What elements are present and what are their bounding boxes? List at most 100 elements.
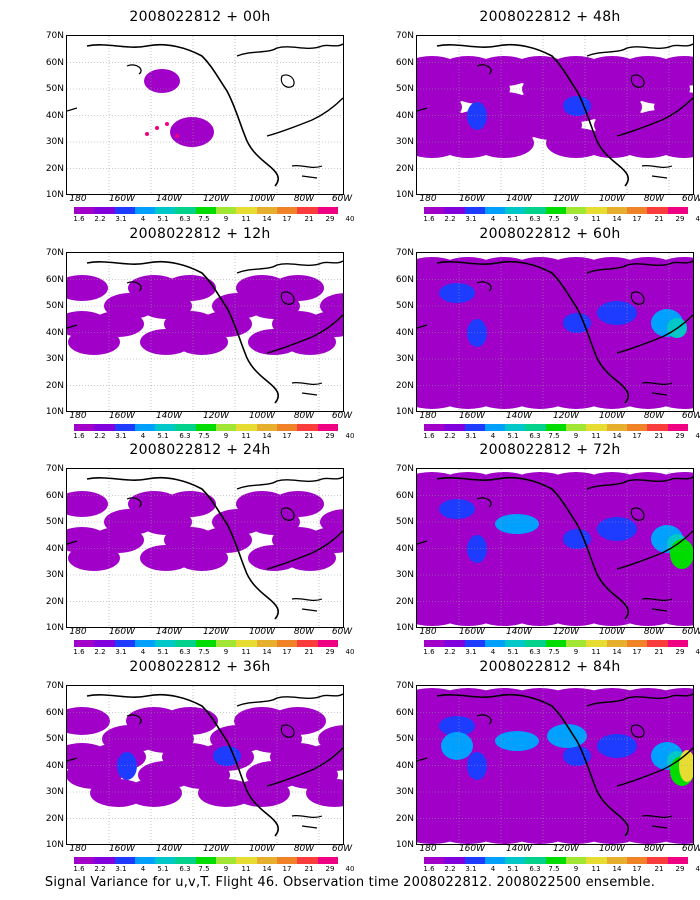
variance-shading bbox=[67, 275, 343, 355]
colorbar-swatch bbox=[464, 424, 485, 431]
colorbar-swatch bbox=[175, 640, 196, 647]
colorbar-swatch bbox=[134, 640, 156, 647]
colorbar-label: 17 bbox=[282, 432, 292, 440]
colorbar-label: 3.1 bbox=[465, 865, 477, 873]
panel-map bbox=[416, 252, 694, 412]
colorbar-label: 2.2 bbox=[94, 865, 106, 873]
colorbar-swatch bbox=[256, 424, 277, 431]
coastlines bbox=[67, 476, 343, 620]
colorbar-label: 29 bbox=[675, 215, 685, 223]
colorbar-label: 29 bbox=[675, 865, 685, 873]
y-tick-label: 30N bbox=[395, 570, 414, 580]
colorbar-label: 5.1 bbox=[507, 432, 519, 440]
colorbar-swatch bbox=[94, 424, 115, 431]
y-tick-label: 40N bbox=[395, 543, 414, 554]
colorbar-label: 6.3 bbox=[179, 215, 191, 223]
colorbar-label: 40 bbox=[695, 215, 700, 223]
colorbar-label: 29 bbox=[325, 865, 335, 873]
colorbar-swatch bbox=[216, 640, 237, 647]
x-tick-label: 160W bbox=[458, 194, 486, 204]
colorbar-label: 40 bbox=[345, 432, 355, 440]
x-tick-label: 60W bbox=[681, 844, 700, 854]
colorbar-label: 29 bbox=[675, 432, 685, 440]
x-tick-label: 140W bbox=[155, 844, 183, 854]
colorbar-label: 21 bbox=[304, 432, 314, 440]
colorbar-swatch bbox=[444, 424, 465, 431]
colorbar-swatch bbox=[606, 857, 627, 864]
colorbar-label: 3.1 bbox=[465, 432, 477, 440]
colorbar-swatch bbox=[236, 207, 257, 214]
x-tick-label: 140W bbox=[155, 194, 183, 204]
colorbar-label: 14 bbox=[262, 865, 272, 873]
colorbar bbox=[424, 424, 688, 431]
y-tick-label: 10N bbox=[395, 407, 414, 417]
y-tick-label: 10N bbox=[45, 623, 64, 633]
y-tick-label: 10N bbox=[45, 407, 64, 417]
colorbar-swatch bbox=[94, 207, 115, 214]
panel-title: 2008022812 + 24h bbox=[129, 442, 271, 458]
y-tick-label: 30N bbox=[45, 354, 64, 364]
colorbar-label: 21 bbox=[304, 648, 314, 656]
colorbar-label: 3.1 bbox=[115, 648, 127, 656]
colorbar-label: 5.1 bbox=[507, 865, 519, 873]
colorbar-swatch bbox=[114, 424, 135, 431]
coastlines bbox=[417, 43, 693, 187]
colorbar-swatch bbox=[297, 207, 318, 214]
y-tick-label: 50N bbox=[45, 301, 64, 311]
colorbar-swatch bbox=[424, 857, 445, 864]
colorbar-swatch bbox=[505, 857, 526, 864]
gridlines bbox=[417, 686, 693, 844]
variance-map-svg bbox=[417, 36, 693, 194]
panel-map bbox=[416, 468, 694, 628]
colorbar-label: 1.6 bbox=[423, 215, 435, 223]
colorbar-label: 4 bbox=[140, 648, 146, 656]
variance-map-svg bbox=[67, 36, 343, 194]
colorbar-swatch bbox=[484, 424, 506, 431]
colorbar-swatch bbox=[74, 857, 95, 864]
colorbar-swatch bbox=[606, 640, 627, 647]
x-tick-label: 60W bbox=[331, 627, 353, 637]
x-tick-label: 100W bbox=[248, 194, 276, 204]
coastlines bbox=[417, 476, 693, 620]
colorbar-swatch bbox=[114, 207, 135, 214]
panel-map bbox=[66, 468, 344, 628]
x-tick-label: 160W bbox=[458, 627, 486, 637]
colorbar-label: 14 bbox=[262, 648, 272, 656]
colorbar-label: 5.1 bbox=[507, 215, 519, 223]
colorbar-label: 21 bbox=[654, 865, 664, 873]
colorbar-label: 11 bbox=[591, 432, 601, 440]
colorbar-label: 11 bbox=[241, 648, 251, 656]
colorbar-swatch bbox=[667, 207, 688, 214]
y-tick-label: 30N bbox=[45, 137, 64, 147]
colorbar-swatch bbox=[606, 424, 627, 431]
y-tick-label: 40N bbox=[395, 327, 414, 338]
x-tick-label: 120W bbox=[202, 627, 230, 637]
colorbar-swatch bbox=[195, 207, 217, 214]
gridlines bbox=[67, 686, 343, 844]
forecast-panel: 2008022812 + 12h 70N 60N 50N 40N 30N 20N 10N 18… bbox=[30, 222, 370, 440]
colorbar-label: 7.5 bbox=[548, 865, 560, 873]
colorbar-label: 29 bbox=[325, 215, 335, 223]
x-tick-label: 180 bbox=[69, 411, 87, 421]
x-tick-label: 80W bbox=[643, 411, 665, 421]
colorbar-swatch bbox=[525, 424, 546, 431]
y-tick-label: 60N bbox=[395, 274, 414, 285]
colorbar-label: 7.5 bbox=[198, 865, 210, 873]
x-tick-label: 140W bbox=[505, 411, 533, 421]
colorbar-swatch bbox=[464, 640, 485, 647]
variance-shading bbox=[417, 688, 693, 844]
panel-map bbox=[66, 252, 344, 412]
colorbar-swatch bbox=[545, 640, 567, 647]
colorbar-label: 1.6 bbox=[73, 215, 85, 223]
colorbar-label: 11 bbox=[591, 648, 601, 656]
y-tick-label: 70N bbox=[395, 248, 414, 258]
x-tick-label: 140W bbox=[505, 844, 533, 854]
colorbar bbox=[74, 640, 338, 647]
gridlines bbox=[417, 253, 693, 411]
colorbar-swatch bbox=[566, 207, 587, 214]
x-tick-label: 120W bbox=[202, 194, 230, 204]
y-tick-label: 70N bbox=[45, 464, 64, 474]
colorbar-swatch bbox=[297, 857, 318, 864]
colorbar-swatch bbox=[317, 640, 338, 647]
colorbar-label: 5.1 bbox=[157, 865, 169, 873]
